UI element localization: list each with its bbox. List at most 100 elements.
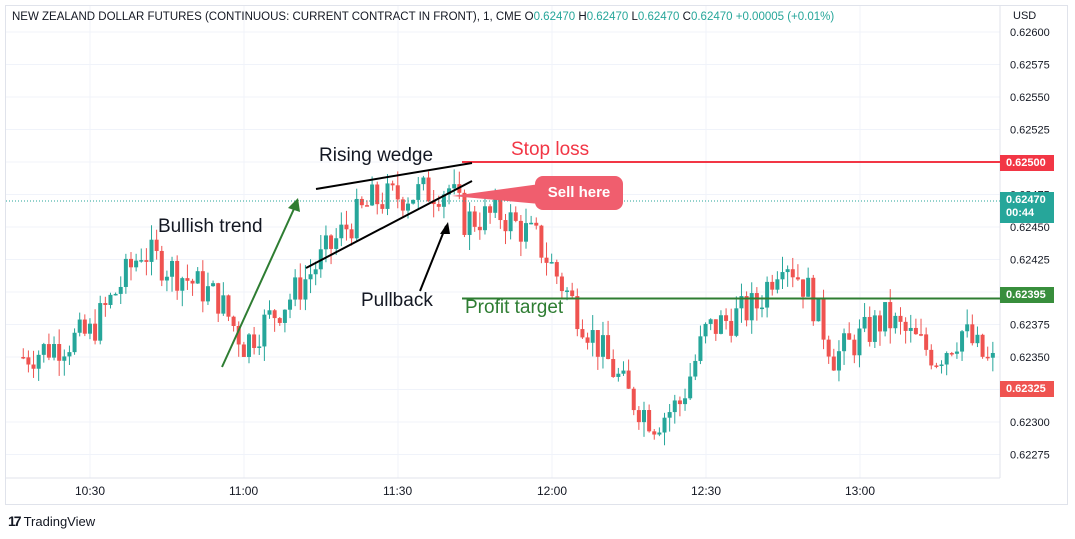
- tradingview-logo[interactable]: 17 TradingView: [8, 513, 95, 529]
- stop-loss-label[interactable]: Stop loss: [511, 139, 590, 160]
- pullback-label[interactable]: Pullback: [361, 290, 433, 311]
- candle-body: [108, 294, 113, 305]
- candle-body: [775, 279, 780, 290]
- candle-body: [919, 334, 924, 336]
- wedge-upper-line[interactable]: [315, 162, 473, 190]
- high-value: H0.62470: [578, 11, 629, 23]
- candle-body: [395, 185, 400, 200]
- chart-frame[interactable]: [5, 5, 1068, 505]
- candle-body: [688, 376, 693, 399]
- candle-body: [621, 370, 626, 374]
- candle-body: [518, 220, 523, 242]
- candle-body: [929, 349, 934, 366]
- candle-body: [441, 194, 446, 207]
- sell-here-callout[interactable]: Sell here: [535, 176, 623, 210]
- candle-body: [462, 192, 467, 235]
- time-tick-label: 11:00: [229, 484, 258, 498]
- candle-body: [246, 334, 251, 357]
- price-tick-label: 0.62375: [1010, 320, 1050, 332]
- candle-body: [411, 199, 416, 204]
- candle-body: [87, 323, 92, 334]
- bullish-trend-arrow[interactable]: [221, 199, 299, 368]
- candle-body: [759, 307, 764, 310]
- candle-body: [298, 277, 303, 300]
- candle-body: [539, 225, 544, 258]
- wedge-lower-line[interactable]: [305, 180, 473, 269]
- candle-body: [554, 262, 559, 277]
- candle-body: [990, 352, 995, 358]
- candle-body: [262, 314, 267, 347]
- candle-body: [770, 281, 775, 290]
- candle-body: [339, 224, 344, 239]
- candle-body: [67, 352, 72, 357]
- sell-callout-pointer: [452, 184, 540, 204]
- candle-body: [139, 260, 144, 262]
- price-tick-label: 0.62275: [1010, 450, 1050, 462]
- candle-body: [308, 274, 313, 280]
- bullish-trend-label[interactable]: Bullish trend: [158, 216, 263, 237]
- candle-body: [647, 410, 652, 432]
- candle-body: [293, 277, 298, 300]
- current-price-tag: 0.62470 00:44: [1000, 192, 1054, 223]
- candle-body: [267, 310, 272, 315]
- rising-wedge-label[interactable]: Rising wedge: [319, 145, 434, 166]
- candle-body: [754, 293, 759, 309]
- candle-body: [744, 296, 749, 321]
- candle-body: [877, 315, 882, 332]
- candle-body: [241, 344, 246, 357]
- candle-body: [662, 417, 667, 433]
- candle-body: [790, 269, 795, 278]
- candle-body: [46, 344, 51, 358]
- candle-body: [734, 308, 739, 336]
- candle-body: [400, 199, 405, 211]
- candle-body: [493, 198, 498, 213]
- candle-body: [939, 364, 944, 367]
- price-tick-label: 0.62425: [1010, 255, 1050, 267]
- candle-body: [159, 250, 164, 281]
- candle-body: [888, 302, 893, 329]
- last-price-tag: 0.62325: [1000, 381, 1054, 397]
- currency-label[interactable]: USD: [1013, 10, 1037, 22]
- candle-body: [708, 319, 713, 324]
- candle-body: [354, 198, 359, 239]
- candle-body: [149, 239, 154, 262]
- candle-body: [816, 298, 821, 322]
- candle-body: [221, 295, 226, 314]
- candle-body: [611, 359, 616, 377]
- pullback-arrow[interactable]: [419, 225, 447, 292]
- candle-body: [836, 351, 841, 371]
- current-price: 0.62470: [1006, 194, 1046, 206]
- candle-body: [375, 184, 380, 205]
- candle-body: [406, 203, 411, 211]
- candle-body: [513, 212, 518, 221]
- time-tick-label: 13:00: [845, 484, 875, 498]
- candle-body: [195, 271, 200, 284]
- candle-body: [62, 356, 67, 361]
- candle-body: [703, 323, 708, 337]
- candle-body: [103, 303, 108, 305]
- candle-body: [975, 334, 980, 344]
- candle-body: [600, 335, 605, 357]
- candle-body: [693, 360, 698, 377]
- candle-body: [534, 222, 539, 226]
- candle-body: [934, 365, 939, 367]
- candle-body: [26, 357, 31, 365]
- candle-body: [380, 204, 385, 209]
- candle-body: [636, 410, 641, 423]
- candle-body: [205, 286, 210, 302]
- candle-body: [252, 334, 257, 348]
- candle-body: [385, 183, 390, 209]
- candle-body: [344, 224, 349, 230]
- bullish-trend-arrowhead: [288, 198, 300, 212]
- profit-target-label[interactable]: Profit target: [465, 297, 564, 318]
- candle-body: [965, 324, 970, 332]
- candle-body: [677, 400, 682, 405]
- candle-body: [842, 333, 847, 352]
- candle-body: [313, 269, 318, 275]
- candle-body: [482, 206, 487, 231]
- candle-body: [652, 431, 657, 435]
- candle-body: [862, 316, 867, 329]
- stop-price-tag: 0.62500: [1000, 155, 1054, 171]
- close-value: C0.62470: [682, 11, 733, 23]
